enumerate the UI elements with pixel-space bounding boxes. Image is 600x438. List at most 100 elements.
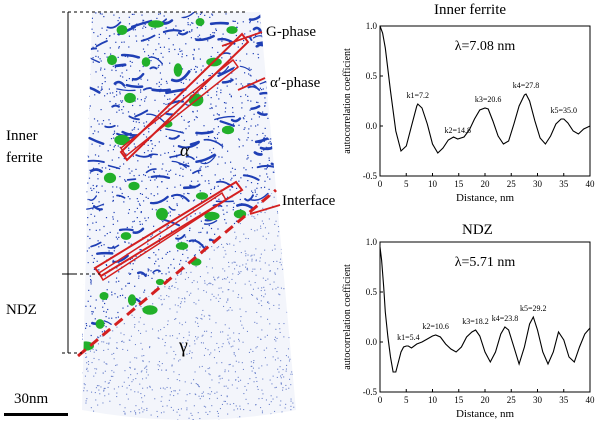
ferrite-atom <box>109 123 111 125</box>
austenite-atom <box>231 278 233 280</box>
austenite-atom <box>214 392 216 394</box>
austenite-atom <box>256 297 258 299</box>
austenite-atom <box>141 407 143 409</box>
austenite-atom <box>282 268 284 270</box>
ferrite-atom <box>243 128 245 130</box>
ferrite-atom <box>142 35 144 37</box>
austenite-atom <box>83 387 85 389</box>
ferrite-atom <box>235 34 237 37</box>
ferrite-atom <box>158 33 160 35</box>
ferrite-atom <box>270 118 272 120</box>
g-phase-particle <box>95 319 105 329</box>
cr-rich-streak <box>86 159 105 164</box>
ferrite-atom <box>263 140 265 142</box>
austenite-atom <box>285 384 287 386</box>
austenite-atom <box>104 387 106 389</box>
ferrite-atom <box>91 17 93 19</box>
ferrite-atom <box>95 221 97 223</box>
ferrite-atom <box>191 30 193 32</box>
ferrite-atom <box>101 167 103 169</box>
austenite-atom <box>216 247 218 249</box>
austenite-atom <box>213 249 215 251</box>
ferrite-atom <box>135 305 137 307</box>
austenite-atom <box>274 336 276 338</box>
ferrite-atom <box>274 60 276 62</box>
austenite-atom <box>299 369 300 370</box>
ferrite-atom <box>196 134 198 136</box>
austenite-atom <box>207 368 209 370</box>
austenite-atom <box>195 266 197 268</box>
ferrite-atom <box>226 205 228 207</box>
ferrite-atom <box>121 72 123 74</box>
ferrite-atom <box>145 96 147 98</box>
austenite-atom <box>247 383 249 385</box>
cr-rich-streak <box>118 228 134 232</box>
ferrite-atom <box>246 158 248 160</box>
austenite-atom <box>220 287 222 289</box>
ferrite-atom <box>221 40 223 42</box>
ferrite-atom <box>82 36 83 38</box>
austenite-atom <box>142 401 144 403</box>
austenite-atom <box>170 391 172 393</box>
austenite-atom <box>144 395 146 397</box>
austenite-atom <box>193 379 195 381</box>
ferrite-atom <box>209 107 211 110</box>
austenite-atom <box>135 405 137 407</box>
ferrite-atom <box>147 54 150 57</box>
austenite-atom <box>244 283 246 285</box>
ferrite-atom <box>139 221 141 223</box>
ferrite-atom <box>233 202 235 204</box>
cr-rich-streak <box>149 195 169 205</box>
ferrite-atom <box>175 25 177 27</box>
ferrite-atom <box>112 223 114 225</box>
austenite-atom <box>149 385 151 387</box>
ferrite-atom <box>107 150 109 152</box>
austenite-atom <box>108 342 110 344</box>
ferrite-atom <box>183 161 185 163</box>
ferrite-atom <box>217 185 219 187</box>
ferrite-atom <box>163 103 165 105</box>
austenite-atom <box>161 369 163 371</box>
austenite-atom <box>78 296 79 297</box>
ferrite-atom <box>181 68 184 70</box>
ferrite-atom <box>90 281 92 283</box>
austenite-atom <box>228 309 230 311</box>
austenite-atom <box>233 332 235 334</box>
ferrite-atom <box>236 187 238 189</box>
g-phase-particle <box>127 294 137 306</box>
austenite-atom <box>211 267 213 269</box>
ferrite-atom <box>261 89 263 91</box>
ferrite-atom <box>109 92 111 94</box>
austenite-atom <box>123 341 125 343</box>
ferrite-atom <box>113 132 116 134</box>
ferrite-atom <box>164 33 167 35</box>
austenite-atom <box>277 212 279 214</box>
ferrite-atom <box>262 26 264 28</box>
ferrite-atom <box>92 222 94 224</box>
ferrite-atom <box>161 257 163 259</box>
ferrite-atom <box>248 128 250 130</box>
austenite-atom <box>285 370 287 372</box>
ferrite-atom <box>196 110 198 112</box>
ferrite-atom <box>83 180 85 182</box>
ferrite-atom <box>139 204 141 206</box>
austenite-atom <box>141 348 143 350</box>
ferrite-atom <box>113 250 115 252</box>
austenite-atom <box>209 374 211 376</box>
cr-rich-streak <box>253 151 263 156</box>
ferrite-atom <box>187 257 189 259</box>
ferrite-atom <box>143 174 145 176</box>
ferrite-atom <box>248 67 250 69</box>
ferrite-atom <box>111 294 113 296</box>
austenite-atom <box>124 412 126 414</box>
ferrite-atom <box>204 14 206 16</box>
ferrite-atom <box>145 26 147 28</box>
ferrite-atom <box>115 236 117 238</box>
austenite-atom <box>245 311 247 313</box>
austenite-atom <box>285 403 287 405</box>
ferrite-atom <box>82 163 83 165</box>
austenite-atom <box>187 339 189 341</box>
ferrite-atom <box>262 24 265 26</box>
austenite-atom <box>201 365 203 367</box>
austenite-atom <box>188 294 190 296</box>
